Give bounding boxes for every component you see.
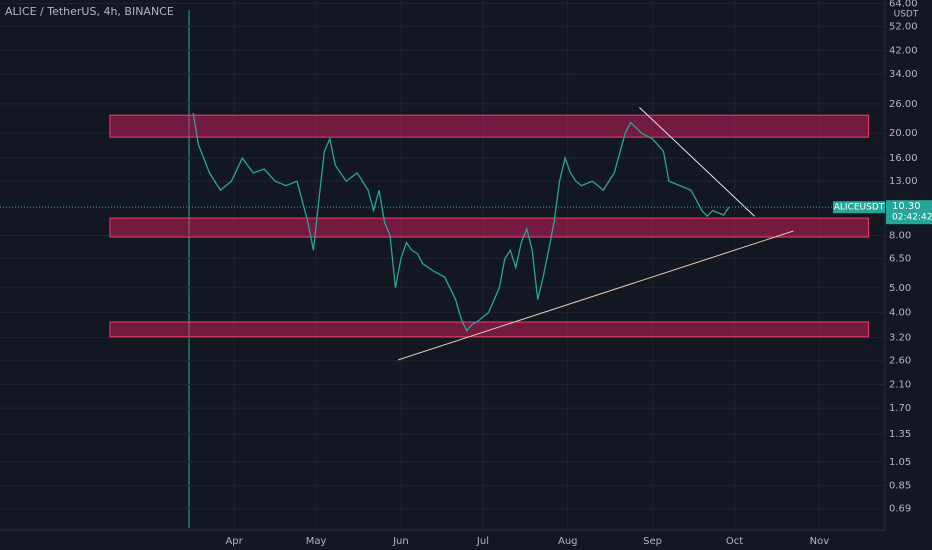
zone [109, 217, 870, 238]
y-tick-label: 1.35 [889, 429, 911, 440]
y-tick-label: 26.00 [889, 99, 918, 110]
y-tick-label: 3.20 [889, 333, 911, 344]
y-tick-label: 1.05 [889, 457, 911, 468]
y-tick-label: 4.00 [889, 308, 911, 319]
y-tick-label: 6.50 [889, 254, 911, 265]
y-tick-label: 13.00 [889, 176, 918, 187]
x-tick-label: Jun [392, 536, 409, 547]
x-tick-label: Nov [810, 536, 830, 547]
y-tick-label: 0.85 [889, 480, 911, 491]
zone [109, 114, 870, 138]
last-price-label: 10.30 [892, 201, 921, 212]
symbol-badge [833, 201, 885, 214]
y-tick-label: 20.00 [889, 128, 918, 139]
y-tick-label: 34.00 [889, 69, 918, 80]
price-badge [886, 200, 932, 225]
y-tick-label: 0.69 [889, 504, 911, 515]
symbol-label: ALICEUSDT [834, 203, 885, 213]
x-tick-label: Apr [225, 536, 243, 547]
y-tick-label: 2.10 [889, 380, 911, 391]
y-tick-label: 64.00 [889, 0, 918, 9]
y-tick-label: 8.00 [889, 230, 911, 241]
x-tick-label: Sep [643, 536, 662, 547]
x-tick-label: Oct [726, 536, 743, 547]
y-tick-label: 5.00 [889, 283, 911, 294]
countdown-label: 02:42:42 [892, 213, 932, 223]
y-tick-label: 16.00 [889, 153, 918, 164]
y-tick-label: 42.00 [889, 45, 918, 56]
trendline [639, 107, 755, 217]
y-tick-label: 1.70 [889, 403, 911, 414]
price-unit: USDT [894, 10, 919, 20]
trendline [398, 230, 794, 361]
x-tick-label: Jul [476, 536, 489, 547]
zone [109, 321, 870, 338]
price-line [192, 112, 730, 333]
y-tick-label: 2.60 [889, 356, 911, 367]
chart-title: ALICE / TetherUS, 4h, BINANCE [5, 5, 174, 18]
x-tick-label: May [306, 536, 327, 547]
y-tick-label: 52.00 [889, 22, 918, 33]
x-tick-label: Aug [558, 536, 578, 547]
